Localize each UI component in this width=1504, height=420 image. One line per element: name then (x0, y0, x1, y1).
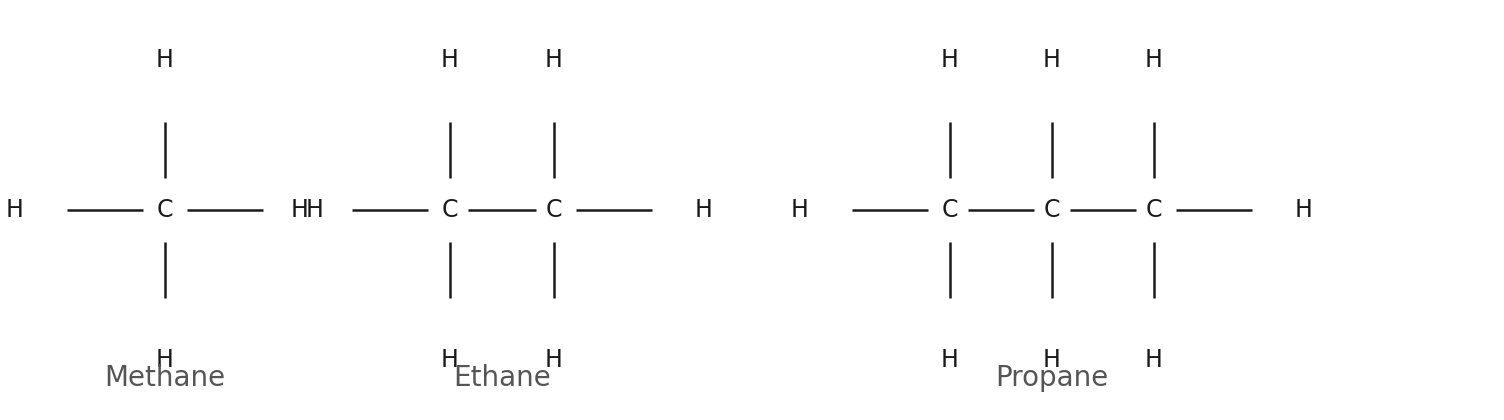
Text: H: H (1295, 198, 1313, 222)
Text: C: C (442, 198, 459, 222)
Text: H: H (6, 198, 24, 222)
Text: C: C (546, 198, 562, 222)
Text: H: H (791, 198, 809, 222)
Text: Propane: Propane (996, 364, 1108, 392)
Text: H: H (942, 48, 960, 72)
Text: H: H (544, 348, 562, 372)
Text: H: H (292, 198, 308, 222)
Text: C: C (156, 198, 173, 222)
Text: C: C (1146, 198, 1163, 222)
Text: H: H (942, 348, 960, 372)
Text: H: H (156, 48, 174, 72)
Text: H: H (544, 48, 562, 72)
Text: H: H (305, 198, 323, 222)
Text: C: C (942, 198, 958, 222)
Text: H: H (441, 348, 459, 372)
Text: Methane: Methane (104, 364, 226, 392)
Text: H: H (1044, 348, 1060, 372)
Text: H: H (156, 348, 174, 372)
Text: H: H (695, 198, 713, 222)
Text: H: H (1044, 48, 1060, 72)
Text: H: H (1145, 348, 1163, 372)
Text: H: H (1145, 48, 1163, 72)
Text: Ethane: Ethane (453, 364, 550, 392)
Text: H: H (441, 48, 459, 72)
Text: C: C (1044, 198, 1060, 222)
